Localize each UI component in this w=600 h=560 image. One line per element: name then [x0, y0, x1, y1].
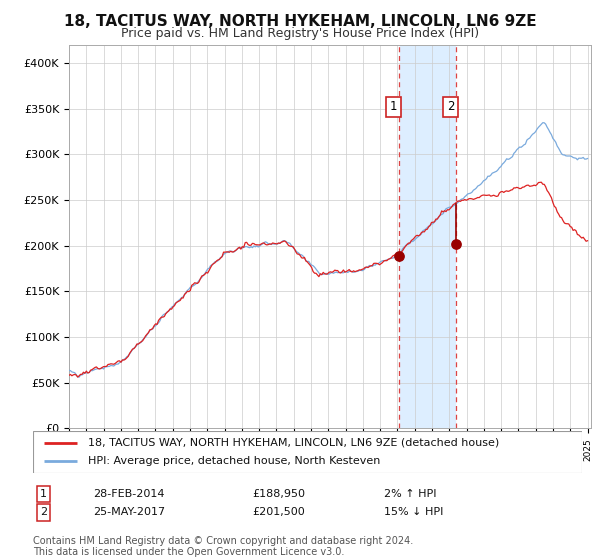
Text: Price paid vs. HM Land Registry's House Price Index (HPI): Price paid vs. HM Land Registry's House … [121, 27, 479, 40]
Text: £201,500: £201,500 [252, 507, 305, 517]
Text: 1: 1 [390, 100, 397, 114]
Point [394, 251, 404, 260]
Text: £188,950: £188,950 [252, 489, 305, 499]
Text: HPI: Average price, detached house, North Kesteven: HPI: Average price, detached house, Nort… [88, 456, 380, 466]
Text: 15% ↓ HPI: 15% ↓ HPI [384, 507, 443, 517]
Text: 25-MAY-2017: 25-MAY-2017 [93, 507, 165, 517]
Text: 1: 1 [40, 489, 47, 499]
Point [451, 240, 460, 249]
Text: 2% ↑ HPI: 2% ↑ HPI [384, 489, 437, 499]
Text: Contains HM Land Registry data © Crown copyright and database right 2024.
This d: Contains HM Land Registry data © Crown c… [33, 535, 413, 557]
Text: 18, TACITUS WAY, NORTH HYKEHAM, LINCOLN, LN6 9ZE: 18, TACITUS WAY, NORTH HYKEHAM, LINCOLN,… [64, 14, 536, 29]
Text: 2: 2 [40, 507, 47, 517]
Text: 18, TACITUS WAY, NORTH HYKEHAM, LINCOLN, LN6 9ZE (detached house): 18, TACITUS WAY, NORTH HYKEHAM, LINCOLN,… [88, 438, 499, 448]
Text: 28-FEB-2014: 28-FEB-2014 [93, 489, 164, 499]
Text: 2: 2 [447, 100, 454, 114]
